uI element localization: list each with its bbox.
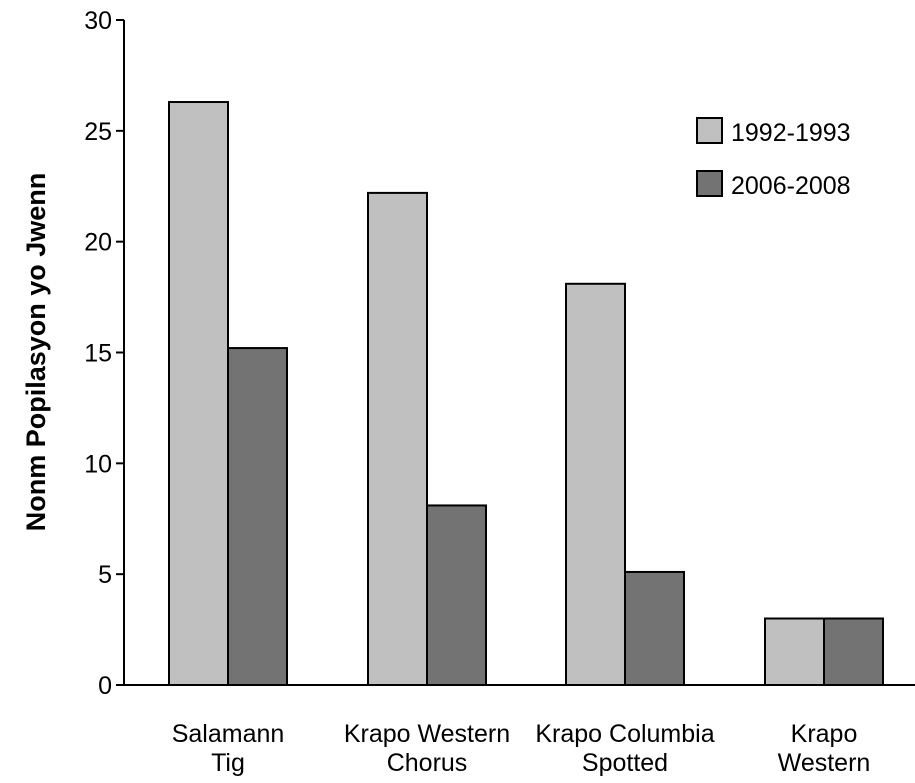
x-category-label: Chorus	[387, 749, 468, 777]
bar-series-1	[367, 191, 428, 686]
bar-series-2	[227, 347, 288, 686]
y-tick-label: 10	[84, 450, 112, 478]
x-category-label: Salamann	[172, 720, 285, 748]
y-axis: 0 5 10 15 20 25 30	[84, 7, 125, 700]
bars	[168, 101, 884, 687]
y-tick-label: 0	[98, 672, 112, 700]
y-tick-label: 5	[98, 561, 112, 589]
legend: 1992-1993 2006-2008	[696, 117, 851, 200]
bar-series-2	[624, 570, 685, 687]
y-axis-title: Nonm Popilasyon yo Jwenn	[21, 173, 51, 532]
legend-label: 2006-2008	[731, 172, 851, 200]
x-category-label: Western	[778, 749, 871, 777]
x-category-label: Krapo Western	[344, 720, 510, 748]
y-tick-label: 15	[84, 340, 112, 368]
y-tick-label: 20	[84, 229, 112, 257]
bar-series-2	[823, 617, 884, 686]
x-category-label: Krapo	[791, 720, 858, 748]
legend-swatch	[696, 117, 723, 144]
y-tick-label: 30	[84, 7, 112, 35]
legend-swatch	[696, 170, 723, 197]
x-category-label: Krapo Columbia	[535, 720, 714, 748]
legend-label: 1992-1993	[731, 119, 851, 147]
x-category-label: Tig	[211, 749, 245, 777]
x-category-label: Spotted	[582, 749, 668, 777]
bar-series-1	[565, 282, 626, 686]
bar-series-2	[426, 504, 487, 687]
y-tick-label: 25	[84, 118, 112, 146]
bar-series-1	[764, 617, 825, 686]
bar-series-1	[168, 101, 229, 687]
